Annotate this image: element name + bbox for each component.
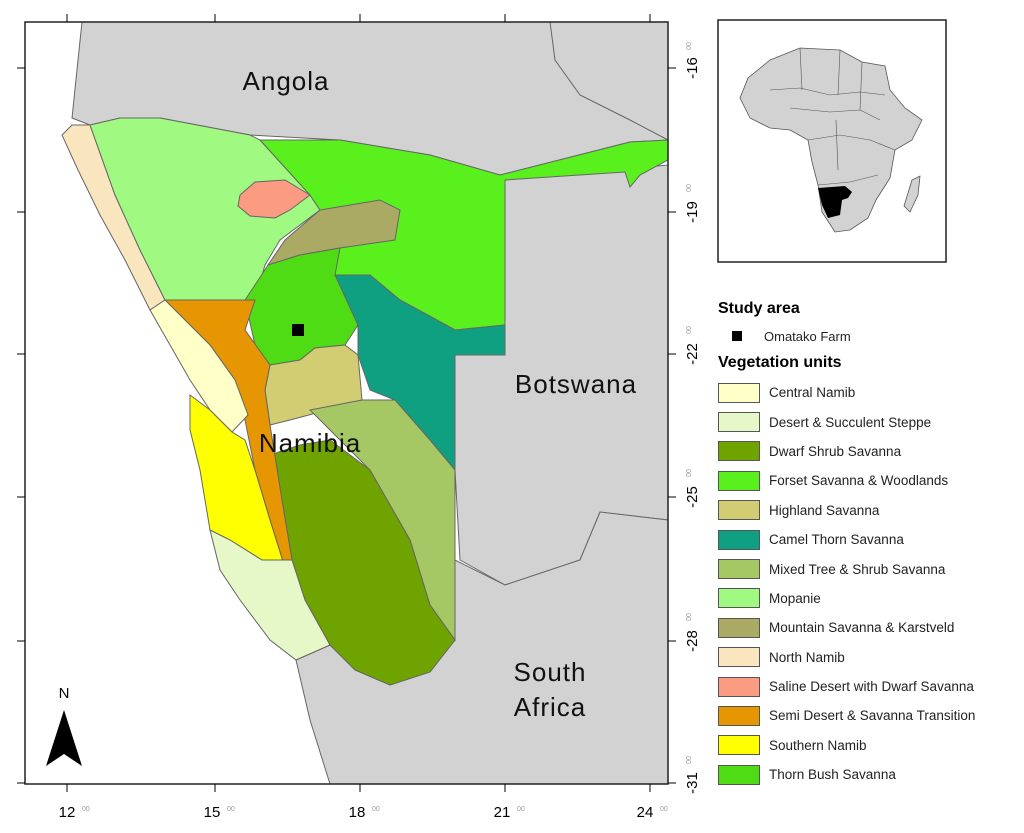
y-tick-superscript: 00 bbox=[686, 469, 693, 477]
legend-item-label: Southern Namib bbox=[769, 737, 867, 753]
legend-item: Dwarf Shrub Savanna bbox=[718, 437, 1018, 466]
legend-swatch bbox=[718, 559, 760, 580]
y-tick-superscript: 00 bbox=[686, 613, 693, 621]
veg-saline-desert bbox=[237, 179, 311, 219]
x-tick-superscript: 00 bbox=[82, 806, 90, 813]
y-tick-superscript: 00 bbox=[686, 326, 693, 334]
legend-item: Mopanie bbox=[718, 584, 1018, 613]
legend-item-label: Saline Desert with Dwarf Savanna bbox=[769, 679, 974, 695]
legend-item-label: Forset Savanna & Woodlands bbox=[769, 473, 949, 489]
label-namibia: Namibia bbox=[259, 428, 361, 458]
north-arrow: N bbox=[46, 685, 82, 766]
y-tick-superscript: 00 bbox=[686, 756, 693, 764]
inset-namibia-highlight bbox=[818, 186, 852, 218]
black-square-icon bbox=[732, 331, 742, 341]
legend-swatch bbox=[718, 735, 760, 756]
y-tick-superscript: 00 bbox=[686, 184, 693, 192]
legend-item: Thorn Bush Savanna bbox=[718, 760, 1018, 789]
legend-swatch bbox=[718, 470, 760, 491]
veg-central-namib bbox=[149, 299, 249, 433]
legend-swatch bbox=[718, 382, 760, 403]
legend-swatch bbox=[718, 647, 760, 668]
veg-mopanie bbox=[89, 117, 321, 301]
legend-item: Camel Thorn Savanna bbox=[718, 525, 1018, 554]
y-tick-label: -25 bbox=[684, 486, 701, 508]
x-tick-superscript: 00 bbox=[227, 806, 235, 813]
vegetation-legend-list: Central Namib Desert & Succulent Steppe … bbox=[718, 378, 1018, 789]
legend-swatch bbox=[718, 617, 760, 638]
legend-swatch bbox=[718, 676, 760, 697]
legend-item-label: Camel Thorn Savanna bbox=[769, 532, 904, 548]
legend-swatch bbox=[718, 529, 760, 550]
label-south-africa-line2: Africa bbox=[514, 692, 586, 722]
legend-item-omatako-farm: Omatako Farm bbox=[720, 324, 1018, 348]
x-tick-superscript: 00 bbox=[517, 806, 525, 813]
legend-item: Mountain Savanna & Karstveld bbox=[718, 613, 1018, 642]
y-tick-label: -22 bbox=[684, 343, 701, 365]
legend-swatch bbox=[718, 500, 760, 521]
x-tick-label: 18 bbox=[349, 804, 366, 821]
x-axis: 12 00 15 00 18 00 21 00 24 00 bbox=[59, 14, 668, 821]
veg-camel-thorn bbox=[334, 274, 506, 472]
legend-item: Highland Savanna bbox=[718, 496, 1018, 525]
x-tick-label: 24 bbox=[637, 804, 654, 821]
legend-item: Desert & Succulent Steppe bbox=[718, 407, 1018, 436]
legend-item: Forset Savanna & Woodlands bbox=[718, 466, 1018, 495]
legend-item-label: Highland Savanna bbox=[769, 502, 880, 518]
north-arrow-icon bbox=[46, 710, 82, 766]
legend-swatch bbox=[718, 412, 760, 433]
legend-item-label: Thorn Bush Savanna bbox=[769, 767, 896, 783]
legend-item: Southern Namib bbox=[718, 731, 1018, 760]
legend-item-label: Dwarf Shrub Savanna bbox=[769, 443, 902, 459]
legend-item-label: Mixed Tree & Shrub Savanna bbox=[769, 561, 946, 577]
vegetation-units-title: Vegetation units bbox=[718, 354, 842, 371]
veg-desert-succulent bbox=[209, 529, 331, 661]
x-tick-superscript: 00 bbox=[372, 806, 380, 813]
y-axis: -16 00 -19 00 -22 00 -25 00 -28 00 -31 0… bbox=[17, 42, 701, 794]
legend-item-label: Mountain Savanna & Karstveld bbox=[769, 620, 955, 636]
study-area-title: Study area bbox=[718, 300, 800, 317]
y-tick-label: -28 bbox=[684, 630, 701, 652]
label-botswana: Botswana bbox=[515, 369, 637, 399]
legend-swatch bbox=[718, 764, 760, 785]
legend-swatch bbox=[718, 588, 760, 609]
legend-item-label: Desert & Succulent Steppe bbox=[769, 414, 932, 430]
y-tick-label: -31 bbox=[684, 772, 701, 794]
legend-item-label: Omatako Farm bbox=[764, 328, 851, 344]
inset-map-africa bbox=[717, 19, 947, 263]
x-tick-label: 15 bbox=[204, 804, 221, 821]
map-frame bbox=[24, 21, 669, 785]
legend-item-label: Semi Desert & Savanna Transition bbox=[769, 708, 976, 724]
legend-item: Saline Desert with Dwarf Savanna bbox=[718, 672, 1018, 701]
y-tick-superscript: 00 bbox=[686, 42, 693, 50]
legend: Study area Omatako Farm Vegetation units… bbox=[718, 300, 1018, 789]
legend-item: Mixed Tree & Shrub Savanna bbox=[718, 554, 1018, 583]
x-tick-label: 12 bbox=[59, 804, 76, 821]
y-tick-label: -16 bbox=[684, 57, 701, 79]
inset-country-borders bbox=[769, 47, 896, 186]
inset-madagascar bbox=[903, 175, 921, 213]
legend-item-label: Central Namib bbox=[769, 385, 856, 401]
label-south-africa-line1: South bbox=[514, 657, 587, 687]
x-tick-label: 21 bbox=[494, 804, 511, 821]
legend-item-label: Mopanie bbox=[769, 590, 821, 606]
legend-item: North Namib bbox=[718, 643, 1018, 672]
legend-item: Semi Desert & Savanna Transition bbox=[718, 701, 1018, 730]
legend-item: Central Namib bbox=[718, 378, 1018, 407]
omatako-farm-marker bbox=[292, 324, 304, 336]
x-tick-superscript: 00 bbox=[660, 806, 668, 813]
legend-swatch bbox=[718, 441, 760, 462]
legend-swatch bbox=[718, 705, 760, 726]
label-angola: Angola bbox=[243, 66, 330, 96]
legend-item-label: North Namib bbox=[769, 649, 845, 665]
main-map: Angola Botswana Namibia South Africa N bbox=[24, 21, 669, 785]
y-tick-label: -19 bbox=[684, 201, 701, 223]
north-arrow-label: N bbox=[59, 685, 70, 702]
